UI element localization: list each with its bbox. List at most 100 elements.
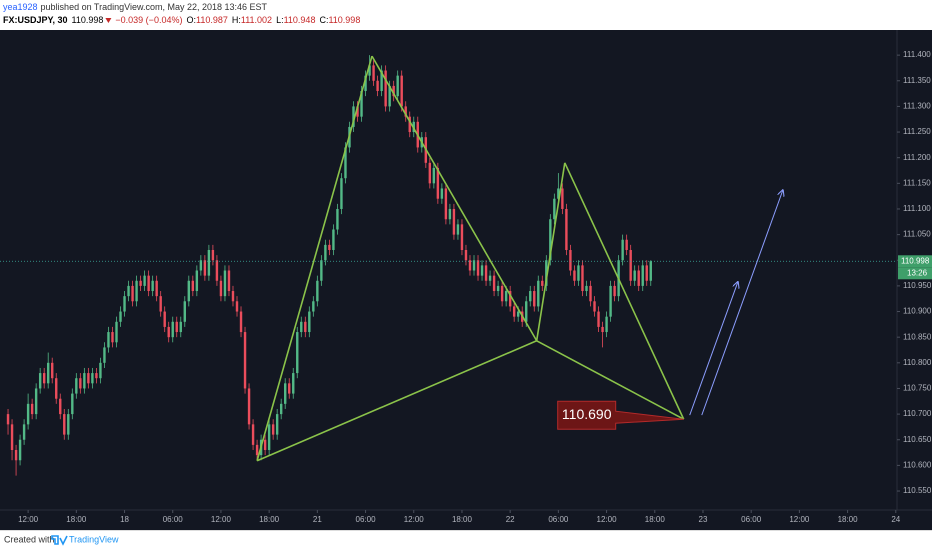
pattern-line (256, 340, 537, 462)
symbol: FX:USDJPY, 30 (3, 15, 68, 25)
last: 110.998 (72, 15, 104, 25)
candle-body (95, 373, 98, 379)
y-tick-label: 110.900 (903, 307, 932, 316)
candle-body (328, 244, 331, 250)
candle-body (372, 65, 375, 81)
candle-body (10, 424, 14, 450)
candle-body (107, 332, 110, 348)
candle-body (111, 332, 114, 343)
candle-body (267, 424, 271, 450)
candle-body (75, 378, 78, 394)
candle-body (452, 208, 456, 235)
candle-body (340, 178, 343, 209)
header-bar (0, 0, 932, 30)
candle-body (613, 285, 616, 297)
candle-body (223, 270, 227, 297)
user[interactable]: yea1928 (3, 2, 38, 12)
candle-body (476, 260, 480, 276)
candle-body (187, 280, 191, 302)
candle-body (159, 296, 162, 312)
candle-body (573, 270, 576, 281)
x-tick-label: 06:00 (548, 515, 569, 524)
candle-body (171, 321, 174, 338)
candle-body (199, 260, 203, 271)
y-tick-label: 110.600 (903, 460, 932, 469)
candle-body (195, 270, 199, 292)
y-tick-label: 111.050 (903, 230, 931, 239)
candle-body (87, 373, 90, 384)
candle-body (67, 414, 70, 435)
y-tick-label: 110.850 (903, 332, 932, 341)
ohlc-value: 110.998 (328, 15, 360, 25)
change: −0.039 (−0.04%) (115, 15, 182, 25)
candle-body (336, 208, 339, 230)
candle-body (151, 280, 154, 292)
candle-body (6, 414, 10, 425)
x-tick-label: 12:00 (404, 515, 425, 524)
candle-body (516, 311, 520, 317)
candle-body (621, 239, 624, 261)
candle-body (251, 424, 255, 445)
candle-body (243, 332, 247, 389)
ohlc-key: L: (276, 15, 284, 25)
candle-body (601, 326, 604, 333)
candle-body (63, 414, 66, 435)
candle-body (625, 239, 628, 250)
candle-body (561, 188, 564, 209)
down-arrow-icon (105, 18, 112, 23)
candle-body (167, 326, 170, 338)
candle-body (155, 280, 158, 297)
countdown: 13:26 (907, 268, 928, 277)
candle-body (22, 424, 26, 440)
candle-body (448, 208, 452, 220)
y-tick-label: 111.150 (903, 178, 931, 187)
y-tick-label: 111.100 (903, 204, 931, 213)
candle-body (496, 285, 500, 292)
y-tick-label: 111.250 (903, 127, 931, 136)
candle-body (275, 414, 279, 435)
candle-body (103, 347, 106, 363)
candle-body (545, 260, 548, 286)
x-tick-label: 06:00 (163, 515, 184, 524)
candle-body (468, 260, 472, 271)
candle-body (637, 270, 640, 286)
candle-body (492, 275, 496, 292)
tv-logo[interactable]: TradingView (51, 534, 119, 546)
candle-body (589, 285, 592, 302)
ohlc-key: H: (232, 15, 241, 25)
tv-logo-icon[interactable] (51, 535, 68, 546)
candle-body (203, 260, 207, 276)
candle-body (488, 275, 492, 281)
candle-body (175, 321, 178, 333)
x-tick-label: 18 (120, 515, 129, 524)
candle-body (211, 250, 215, 261)
candle-body (460, 224, 464, 250)
candle-body (569, 250, 572, 271)
x-tick-label: 22 (506, 515, 515, 524)
candle-body (581, 265, 584, 292)
candle-body (123, 296, 126, 312)
candle-body (227, 270, 231, 292)
candle-body (219, 280, 223, 297)
candle-body (292, 373, 295, 394)
projection-arrow (689, 282, 738, 416)
x-tick-label: 18:00 (645, 515, 666, 524)
candle-body (46, 362, 50, 384)
candle-body (565, 208, 568, 250)
candle-body (127, 285, 130, 297)
candle-body (392, 85, 395, 97)
candle-body (533, 291, 536, 307)
y-tick-label: 110.650 (903, 435, 932, 444)
candle-body (444, 188, 448, 220)
ohlc-value: 111.002 (241, 15, 272, 25)
candle-body (263, 439, 267, 450)
pattern-line (564, 162, 685, 420)
x-tick-label: 12:00 (18, 515, 39, 524)
candle-body (512, 306, 516, 317)
candle-body (436, 167, 440, 199)
created-with: Created with (4, 534, 55, 544)
brand[interactable]: TradingView (69, 534, 119, 544)
candle-body (14, 450, 18, 461)
candle-body (605, 316, 608, 333)
